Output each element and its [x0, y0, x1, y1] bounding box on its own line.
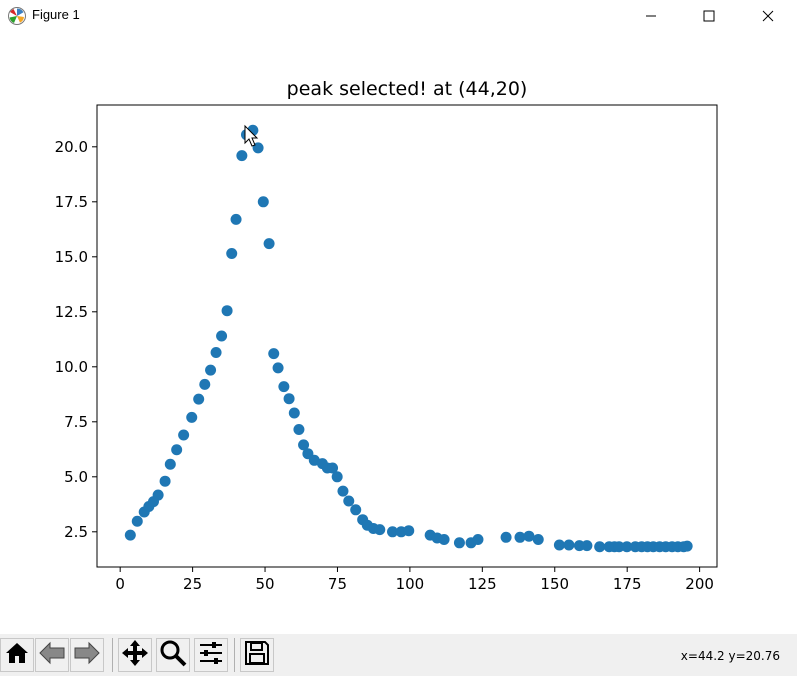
maximize-button[interactable]	[680, 0, 738, 32]
mouse-cursor-icon	[244, 124, 259, 147]
scatter-point	[164, 458, 176, 470]
home-button[interactable]	[0, 638, 34, 672]
scatter-point	[278, 381, 290, 393]
zoom-icon	[159, 639, 187, 671]
scatter-point	[331, 471, 343, 483]
configure-subplots-icon	[197, 639, 225, 671]
scatter-point	[298, 439, 310, 451]
scatter-point	[186, 411, 198, 423]
scatter-point	[523, 530, 535, 542]
scatter-point	[193, 393, 205, 405]
scatter-point	[681, 540, 693, 552]
x-tick-label: 150	[540, 575, 569, 593]
x-tick-label: 0	[115, 575, 125, 593]
back-button[interactable]	[35, 638, 69, 672]
close-button[interactable]	[739, 0, 797, 32]
scatter-point	[500, 531, 512, 543]
scatter-point	[205, 364, 217, 376]
scatter-point	[152, 489, 164, 501]
scatter-point	[216, 330, 228, 342]
y-tick-label: 2.5	[64, 523, 88, 541]
pan-icon	[121, 639, 149, 671]
maximize-icon	[703, 7, 715, 26]
navigation-toolbar: x=44.2 y=20.76	[0, 634, 797, 676]
x-tick-label: 200	[685, 575, 714, 593]
scatter-point	[199, 378, 211, 390]
y-tick-label: 7.5	[64, 413, 88, 431]
axes-frame	[96, 104, 718, 568]
scatter-point	[268, 348, 280, 360]
scatter-point	[236, 150, 248, 162]
scatter-point	[350, 504, 362, 516]
window-title: Figure 1	[32, 7, 80, 22]
y-tick-label: 12.5	[55, 303, 88, 321]
chart-title: peak selected! at (44,20)	[287, 78, 528, 100]
x-tick-label: 175	[613, 575, 642, 593]
scatter-point	[553, 539, 565, 551]
scatter-point	[159, 475, 171, 487]
zoom-button[interactable]	[156, 638, 190, 672]
matplotlib-icon	[7, 6, 27, 26]
configure-subplots-button[interactable]	[194, 638, 228, 672]
scatter-point	[472, 534, 484, 545]
scatter-point	[257, 196, 269, 208]
back-icon	[38, 640, 66, 670]
scatter-point	[343, 495, 355, 507]
scatter-point	[283, 393, 295, 405]
window-titlebar: Figure 1	[0, 0, 797, 32]
x-tick-label: 50	[255, 575, 274, 593]
close-icon	[762, 7, 774, 26]
scatter-point	[403, 525, 415, 537]
save-button[interactable]	[240, 638, 274, 672]
scatter-point	[581, 540, 593, 552]
scatter-point	[532, 534, 544, 545]
toolbar-separator	[234, 638, 235, 672]
cursor-coordinates: x=44.2 y=20.76	[680, 649, 780, 663]
x-tick-label: 100	[396, 575, 425, 593]
scatter-point	[171, 444, 183, 456]
scatter-point	[621, 541, 633, 553]
minimize-button[interactable]	[622, 0, 680, 32]
scatter-point	[230, 213, 242, 225]
y-tick-label: 15.0	[55, 248, 88, 266]
y-tick-label: 5.0	[64, 468, 88, 486]
scatter-point	[387, 526, 399, 538]
scatter-point	[327, 462, 339, 474]
figure-canvas[interactable]: peak selected! at (44,20) 0 25 50 75 100 125 1…	[0, 32, 797, 634]
y-tick-label: 20.0	[55, 138, 88, 156]
toolbar-separator	[112, 638, 113, 672]
scatter-point	[272, 362, 284, 374]
home-icon	[4, 640, 30, 670]
forward-icon	[73, 640, 101, 670]
scatter-point	[594, 541, 606, 553]
scatter-point	[131, 515, 143, 527]
pan-button[interactable]	[118, 638, 152, 672]
scatter-point	[573, 540, 585, 552]
scatter-point	[337, 485, 349, 497]
save-icon	[243, 639, 271, 671]
scatter-point	[210, 347, 222, 358]
minimize-icon	[645, 7, 657, 26]
forward-button[interactable]	[70, 638, 104, 672]
y-tick-label: 10.0	[55, 358, 88, 376]
scatter-point	[221, 305, 233, 317]
scatter-point	[453, 537, 465, 549]
x-tick-label: 125	[468, 575, 497, 593]
scatter-point	[124, 529, 136, 541]
scatter-plot: peak selected! at (44,20) 0 25 50 75 100 125 1…	[55, 78, 718, 593]
scatter-point	[438, 534, 450, 545]
scatter-point	[178, 429, 190, 441]
scatter-point	[563, 539, 575, 551]
scatter-point	[374, 524, 386, 536]
y-tick-label: 17.5	[55, 193, 88, 211]
scatter-point	[514, 531, 526, 543]
scatter-point	[613, 541, 625, 553]
scatter-point	[226, 248, 238, 259]
scatter-point	[293, 424, 305, 435]
scatter-point	[288, 407, 300, 419]
x-tick-label: 75	[328, 575, 347, 593]
scatter-point	[263, 238, 275, 250]
x-tick-label: 25	[183, 575, 202, 593]
